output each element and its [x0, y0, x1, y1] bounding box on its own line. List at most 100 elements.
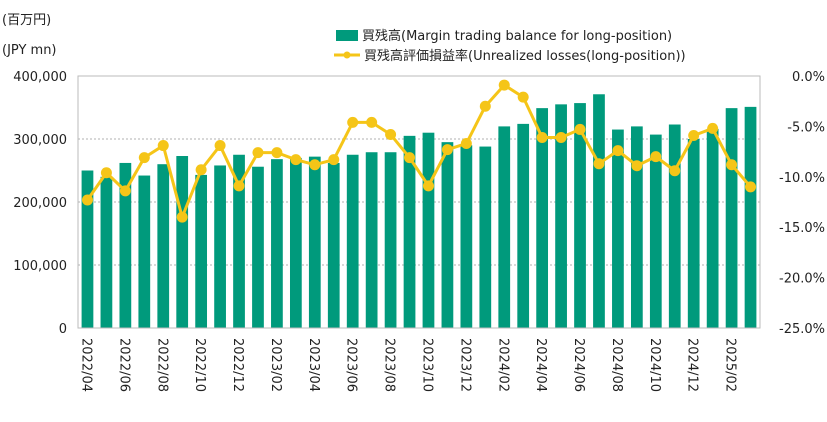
bar	[233, 154, 245, 328]
line-point	[593, 158, 605, 170]
x-tick-label: 2022/08	[154, 338, 169, 392]
bar	[252, 166, 264, 328]
line-point	[271, 147, 283, 159]
bar	[271, 159, 283, 328]
line-point	[422, 180, 434, 192]
x-tick-label: 2023/12	[457, 338, 472, 392]
x-tick-label: 2023/02	[268, 338, 283, 392]
y-right-tick-label: -15.0%	[779, 221, 825, 236]
y-left-tick-label: 100,000	[13, 259, 67, 274]
y-left-tick-label: 400,000	[13, 70, 67, 85]
line-series	[81, 79, 757, 223]
legend-line-marker	[343, 51, 351, 59]
left-unit-label-ja: (百万円)	[2, 13, 51, 28]
line-point	[460, 138, 472, 150]
bar	[649, 134, 662, 328]
x-tick-label: 2025/02	[723, 338, 738, 392]
line-point	[176, 211, 188, 223]
y-right-tick-label: -5.0%	[787, 120, 825, 135]
bar	[517, 123, 530, 328]
bar	[157, 164, 170, 328]
x-tick-label: 2023/10	[419, 338, 434, 392]
bar	[119, 162, 132, 328]
bar	[346, 154, 359, 328]
x-tick-label: 2022/04	[78, 338, 93, 392]
y-right-tick-label: 0.0%	[792, 70, 825, 85]
bar	[687, 139, 700, 328]
line-point	[328, 154, 340, 166]
bar	[744, 106, 757, 329]
line-point	[745, 181, 757, 193]
x-tick-label: 2024/02	[495, 338, 510, 392]
y-right-tick-label: -20.0%	[779, 272, 825, 287]
line-point	[366, 116, 378, 128]
line-point	[100, 167, 112, 179]
line-point	[650, 151, 662, 163]
line-point	[726, 159, 738, 171]
line-point	[138, 152, 150, 164]
line-point	[347, 116, 359, 128]
bar	[100, 176, 113, 328]
legend-line-label: 買残高評価損益率(Unrealized losses(long-position…	[364, 48, 686, 64]
line-point	[707, 122, 719, 134]
legend-bar-swatch	[336, 30, 358, 41]
y-left-tick-label: 0	[59, 322, 67, 337]
bar	[422, 132, 435, 328]
bar	[214, 165, 226, 328]
y-right-tick-label: -25.0%	[779, 322, 825, 337]
y-axis-right: 0.0% -5.0% -10.0% -15.0% -20.0% -25.0%	[779, 70, 825, 337]
bar	[365, 152, 378, 328]
x-tick-label: 2024/12	[685, 338, 700, 392]
line-point	[688, 129, 700, 141]
x-axis: 2022/04 2022/06 2022/08 2022/10 2022/12 2023/…	[78, 338, 737, 392]
x-tick-label: 2022/12	[230, 338, 245, 392]
x-tick-label: 2024/04	[533, 338, 548, 392]
line-point	[290, 154, 302, 166]
y-left-tick-label: 200,000	[13, 196, 67, 211]
line-point	[498, 79, 510, 91]
x-tick-label: 2023/06	[344, 338, 359, 392]
bar	[479, 146, 492, 328]
bar	[536, 108, 549, 328]
bar	[612, 129, 624, 328]
legend: 買残高(Margin trading balance for long-posi…	[334, 28, 686, 64]
line-point	[574, 123, 586, 135]
bar-series	[81, 94, 757, 329]
bar	[498, 126, 511, 329]
bar	[555, 104, 567, 328]
x-tick-label: 2022/10	[192, 338, 207, 392]
bar	[195, 174, 208, 328]
bar	[176, 156, 189, 328]
bar	[384, 152, 397, 328]
x-tick-label: 2022/06	[116, 338, 131, 392]
bar	[289, 157, 302, 328]
bar	[725, 108, 738, 328]
x-tick-label: 2023/08	[382, 338, 397, 392]
y-right-tick-label: -10.0%	[779, 171, 825, 186]
x-tick-label: 2023/04	[306, 338, 321, 392]
line-point	[669, 165, 681, 177]
y-axis-left: 400,000 300,000 200,000 100,000 0	[13, 70, 67, 337]
bar	[81, 170, 94, 328]
line-point	[479, 100, 491, 112]
line-point	[195, 164, 207, 176]
line-point	[233, 180, 245, 192]
x-tick-label: 2024/10	[647, 338, 662, 392]
line-point	[214, 140, 226, 152]
legend-bar-label: 買残高(Margin trading balance for long-posi…	[362, 28, 672, 44]
line-point	[555, 131, 567, 143]
line-point	[631, 160, 643, 172]
plot-frame	[77, 75, 761, 329]
line-point	[536, 131, 548, 143]
x-tick-label: 2024/08	[609, 338, 624, 392]
bar	[630, 126, 643, 329]
left-unit-label-en: (JPY mn)	[2, 43, 57, 58]
bar	[138, 175, 151, 328]
line-point	[252, 147, 264, 159]
line-point	[157, 140, 169, 152]
line-point	[309, 159, 321, 171]
line-point	[612, 145, 624, 157]
line-point	[119, 185, 131, 197]
line-point	[441, 144, 453, 156]
bar	[308, 156, 321, 328]
